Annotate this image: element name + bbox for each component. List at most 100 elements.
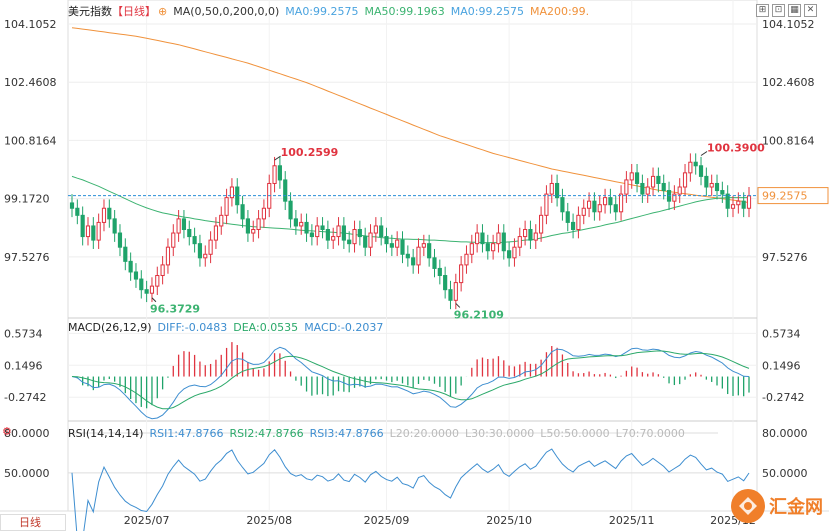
candle-body [586, 200, 592, 209]
rsi1-value: RSI1:47.8766 [149, 427, 224, 440]
candle-body [203, 253, 208, 259]
candle-body [405, 253, 410, 259]
candle-body [427, 243, 432, 259]
xtick-label: 2025/10 [486, 514, 532, 527]
ma-params: MA(0,50,0,200,0,0) [173, 5, 280, 18]
candle-body [368, 232, 373, 248]
candle-body [432, 257, 437, 269]
rsi-l50: L50:50.0000 [540, 427, 610, 440]
candle-body [80, 214, 85, 238]
macd-ytick-right: 0.1496 [762, 359, 801, 372]
candle-body [325, 228, 330, 241]
macd-params: MACD(26,12,9) [68, 321, 152, 334]
candle-body [213, 225, 219, 241]
rsi2-value: RSI2:47.8766 [229, 427, 304, 440]
high-annotation: 100.2599 [281, 146, 339, 159]
candle-body [379, 225, 384, 238]
period-label[interactable]: 【日线】 [112, 5, 156, 18]
candle-body [645, 186, 650, 195]
candle-body [698, 165, 704, 177]
logo-text: 汇金网 [769, 497, 823, 518]
candle-body [539, 214, 544, 234]
rsi-l20: L20:20.0000 [389, 427, 459, 440]
candle-body [224, 197, 229, 216]
candle-body [629, 172, 634, 181]
candle-body [528, 228, 533, 241]
candle-body [229, 186, 235, 199]
site-logo: 汇金网 [731, 489, 823, 523]
rsi-line [71, 448, 750, 531]
rsi-settings-icon[interactable]: ⚙ [2, 425, 12, 438]
candle-body [192, 236, 197, 245]
candle-body [416, 246, 421, 266]
candle-body [592, 200, 597, 213]
candle-body [128, 260, 133, 273]
candle-body [475, 232, 480, 245]
candle-body [709, 182, 714, 188]
macd-diff: DIFF:-0.0483 [157, 321, 228, 334]
annotation-leader [274, 155, 281, 161]
xtick-label: 2025/11 [609, 514, 655, 527]
candle-body [272, 165, 277, 184]
period-tab[interactable]: 日线 [0, 514, 66, 531]
logo-icon [731, 489, 765, 523]
candle-body [245, 218, 251, 234]
instrument-title: 美元指数 [68, 5, 112, 18]
candle-body [357, 228, 362, 238]
candle-body [85, 225, 91, 238]
annotation-leader [455, 303, 461, 308]
candle-body [688, 161, 693, 174]
macd-dea-line [71, 350, 750, 410]
rsi3-value: RSI3:47.8766 [309, 427, 384, 440]
low-annotation: 96.3729 [150, 303, 200, 316]
xtick-label: 2025/07 [124, 514, 170, 527]
candle-body [384, 236, 389, 245]
candle-body [496, 232, 501, 245]
candle-body [453, 282, 458, 301]
candle-body [544, 193, 549, 216]
price-ytick-right: 104.1052 [762, 18, 815, 31]
rsi-ytick-left: 50.0000 [4, 467, 50, 480]
annotation-leader [151, 297, 157, 303]
candle-body [602, 197, 608, 206]
candle-body [331, 236, 336, 241]
rsi-l30: L30:30.0000 [464, 427, 535, 440]
price-ytick-left: 100.8164 [4, 134, 57, 147]
candle-body [363, 236, 368, 248]
candle-body [181, 218, 187, 230]
macd-legend: MACD(26,12,9) DIFF:-0.0483 DEA:0.0535 MACD:… [68, 321, 389, 334]
candle-body [96, 221, 101, 241]
close-icon[interactable]: ✕ [804, 4, 817, 17]
candle-body [480, 232, 485, 245]
current-price-label: 99.2575 [762, 190, 808, 203]
grid-icon[interactable]: ▦ [788, 4, 801, 17]
fit-icon[interactable]: ⊞ [756, 4, 769, 17]
candle-body [714, 182, 720, 192]
rsi-ytick-left: 80.0000 [4, 427, 50, 440]
candle-body [656, 175, 661, 184]
candle-body [117, 232, 123, 248]
rsi-ytick-right: 80.0000 [762, 427, 808, 440]
candle-body [560, 197, 565, 213]
macd-value: MACD:-0.2037 [304, 321, 384, 334]
candle-body [677, 186, 682, 195]
candle-body [634, 172, 640, 184]
candle-body [293, 218, 298, 227]
candle-body [400, 239, 405, 255]
settings-icon[interactable]: ⊕ [158, 5, 168, 18]
price-ytick-left: 102.4608 [4, 76, 57, 89]
candle-body [411, 257, 416, 266]
rsi-panel [71, 448, 750, 531]
expand-icon[interactable]: ⊡ [772, 4, 785, 17]
rsi-params: RSI(14,14,14) [68, 427, 144, 440]
macd-ytick-right: 0.5734 [762, 327, 801, 340]
candle-body [155, 275, 160, 287]
candle-body [570, 221, 576, 230]
candle-body [741, 200, 746, 209]
candle-body [746, 195, 752, 209]
candle-body [437, 267, 442, 277]
macd-ytick-left: 0.1496 [4, 359, 43, 372]
candle-body [341, 225, 346, 241]
ma200-value: MA200:99. [529, 5, 590, 18]
